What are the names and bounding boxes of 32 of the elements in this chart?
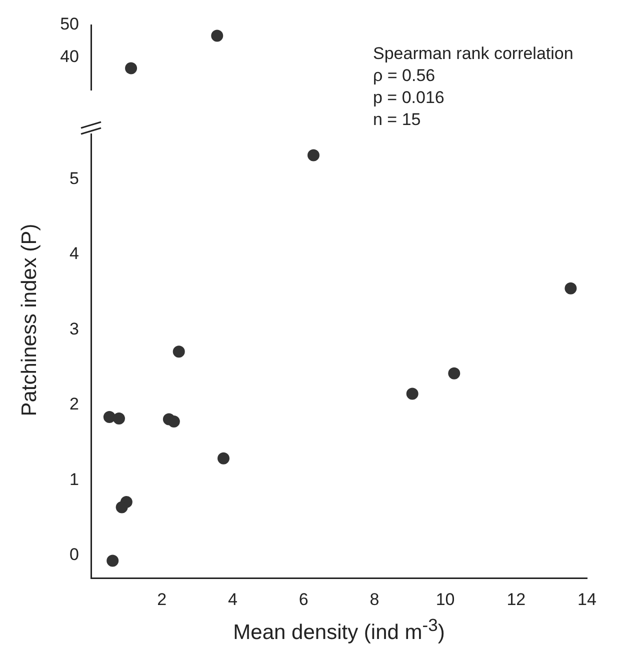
y-tick-label: 3 — [70, 319, 79, 338]
point — [564, 282, 577, 294]
annotation: Spearman rank correlation — [373, 43, 574, 65]
x-tick-label: 14 — [578, 590, 596, 609]
annotation: ρ = 0.56 — [373, 65, 436, 87]
point — [168, 416, 180, 428]
y-tick-label: 4 — [70, 244, 79, 264]
y-tick-label: 1 — [70, 470, 79, 489]
x-tick-label: 8 — [370, 590, 380, 609]
point — [103, 411, 116, 424]
text: n = 15 — [373, 109, 422, 131]
point — [106, 554, 119, 567]
point — [307, 149, 320, 162]
y-axis-title: Patchiness index (P) — [18, 224, 42, 416]
x-tick-label: 10 — [436, 590, 455, 609]
y-tick-label: 5 — [70, 169, 79, 188]
annotation: p = 0.016 — [373, 87, 446, 109]
point — [218, 452, 230, 464]
y-tick-label: 40 — [60, 47, 79, 66]
point — [448, 367, 460, 380]
point — [172, 346, 185, 358]
x-axis-title: Mean density (ind m$^{-3}$) — [232, 615, 446, 645]
y-tick-label: 50 — [60, 14, 79, 34]
point — [406, 388, 418, 400]
x-tick-label: 12 — [506, 590, 526, 609]
x-tick-label: 4 — [228, 590, 238, 609]
x-tick-label: 6 — [298, 590, 308, 609]
y-tick-label: 0 — [70, 545, 79, 564]
point — [116, 501, 128, 514]
x-tick-label: 2 — [157, 590, 167, 609]
point — [112, 412, 125, 425]
y-tick-label: 2 — [70, 394, 79, 414]
